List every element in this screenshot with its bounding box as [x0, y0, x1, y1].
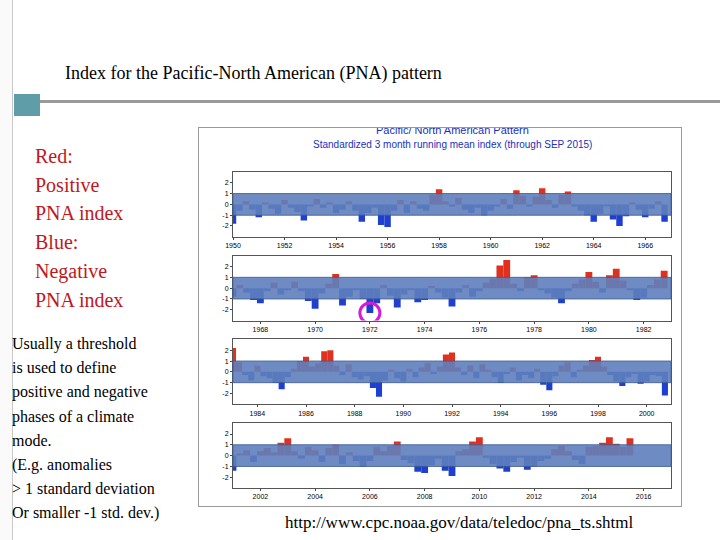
svg-text:1992: 1992: [444, 410, 460, 417]
svg-text:1998: 1998: [590, 410, 606, 417]
svg-text:1952: 1952: [277, 242, 293, 249]
svg-text:1958: 1958: [431, 242, 447, 249]
svg-text:2012: 2012: [526, 493, 542, 500]
svg-text:1984: 1984: [250, 410, 266, 417]
svg-text:0: 0: [225, 452, 229, 459]
svg-text:1950: 1950: [225, 242, 241, 249]
svg-text:Standardized 3 month running m: Standardized 3 month running mean index …: [313, 139, 592, 150]
svg-text:1980: 1980: [581, 326, 597, 333]
svg-text:2: 2: [225, 263, 229, 270]
svg-text:2008: 2008: [417, 493, 433, 500]
html-text:Blue:: Blue:: [35, 231, 79, 254]
html-text:(E.g. anomalies: (E.g. anomalies: [12, 456, 112, 473]
svg-text:Pacific/ North American Patter: Pacific/ North American Pattern: [376, 128, 529, 136]
html-text:Or smaller -1 std. dev.): Or smaller -1 std. dev.): [12, 504, 160, 522]
svg-text:-2: -2: [222, 390, 228, 397]
html-text:> 1 standard deviation: > 1 standard deviation: [12, 480, 155, 498]
svg-text:1982: 1982: [636, 326, 652, 333]
svg-text:-1: -1: [222, 463, 228, 470]
html-text:http://www.cpc.noaa.gov/data/t: http://www.cpc.noaa.gov/data/teledoc/pna…: [285, 513, 634, 532]
svg-text:1976: 1976: [472, 326, 488, 333]
html-text:PNA index: PNA index: [35, 202, 124, 225]
svg-text:2000: 2000: [639, 410, 655, 417]
svg-text:1978: 1978: [526, 326, 542, 333]
svg-text:1956: 1956: [380, 242, 396, 249]
svg-text:2010: 2010: [472, 493, 488, 500]
svg-text:-2: -2: [222, 306, 228, 313]
svg-text:1996: 1996: [542, 410, 558, 417]
svg-text:1962: 1962: [534, 242, 550, 249]
svg-text:1: 1: [225, 190, 229, 197]
html-text:Negative: Negative: [35, 259, 108, 282]
svg-text:1: 1: [225, 358, 229, 365]
svg-text:2004: 2004: [307, 493, 323, 500]
svg-text:2: 2: [225, 430, 229, 437]
svg-text:0: 0: [225, 368, 229, 375]
svg-text:1990: 1990: [396, 410, 412, 417]
svg-text:2006: 2006: [362, 493, 378, 500]
svg-text:-1: -1: [222, 212, 228, 219]
svg-text:2002: 2002: [253, 493, 269, 500]
html-text:is used to define: is used to define: [12, 359, 117, 377]
html-text:Usually a threshold: Usually a threshold: [12, 335, 137, 352]
html-text:mode.: mode.: [12, 431, 52, 449]
svg-text:1954: 1954: [328, 242, 344, 249]
svg-text:2: 2: [225, 347, 229, 354]
svg-text:-1: -1: [222, 379, 228, 386]
html-text:PNA index: PNA index: [35, 288, 124, 311]
svg-text:1988: 1988: [347, 410, 363, 417]
svg-text:2: 2: [225, 179, 229, 186]
svg-text:1960: 1960: [483, 242, 499, 249]
svg-text:-2: -2: [222, 474, 228, 481]
svg-text:-1: -1: [222, 295, 228, 302]
svg-text:1974: 1974: [417, 326, 433, 333]
svg-text:1: 1: [225, 274, 229, 281]
svg-text:1: 1: [225, 441, 229, 448]
svg-text:0: 0: [225, 201, 229, 208]
svg-text:1994: 1994: [493, 410, 509, 417]
svg-text:2016: 2016: [636, 493, 652, 500]
html-text:positive and negative: positive and negative: [12, 383, 148, 401]
svg-text:-2: -2: [222, 222, 228, 229]
svg-text:1968: 1968: [253, 326, 269, 333]
svg-text:1986: 1986: [298, 410, 314, 417]
svg-text:1972: 1972: [362, 326, 378, 333]
svg-text:1966: 1966: [637, 242, 653, 249]
html-text:phases of a climate: phases of a climate: [12, 407, 135, 425]
html-text:Index for the Pacific-North Am: Index for the Pacific-North American (PN…: [65, 63, 442, 83]
html-text:Positive: Positive: [35, 173, 100, 196]
svg-text:1970: 1970: [307, 326, 323, 333]
svg-text:0: 0: [225, 285, 229, 292]
svg-text:1964: 1964: [586, 242, 602, 249]
html-text:Red:: Red:: [35, 145, 73, 167]
svg-text:2014: 2014: [581, 493, 597, 500]
